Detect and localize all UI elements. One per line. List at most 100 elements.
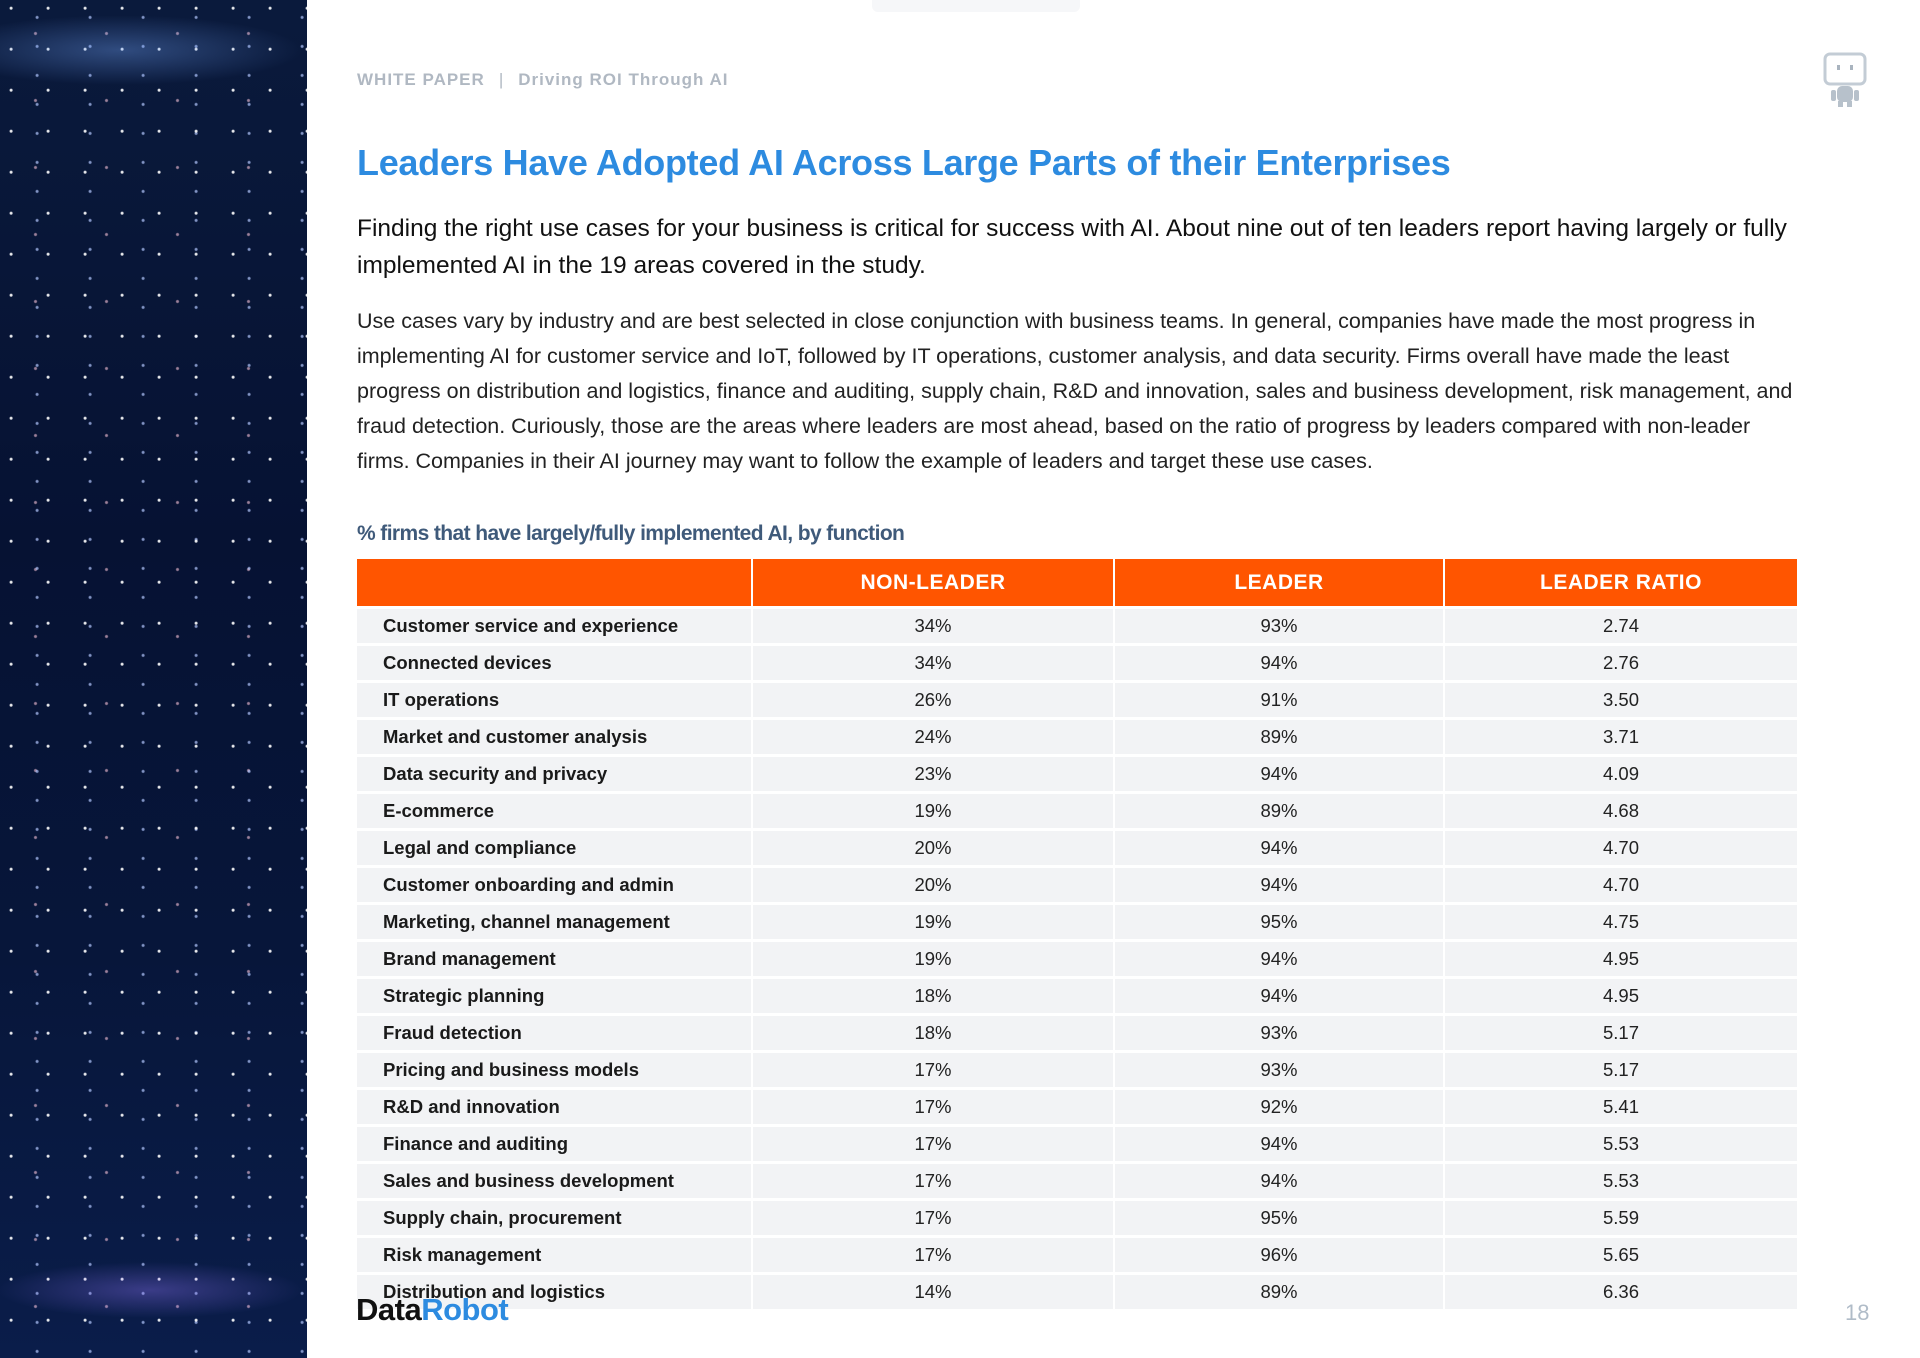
- function-cell: Market and customer analysis: [357, 717, 752, 756]
- table-row: Market and customer analysis 24% 89% 3.71: [357, 717, 1797, 756]
- leader-ratio-cell: 5.53: [1443, 1161, 1797, 1200]
- leader-ratio-cell: 3.50: [1443, 680, 1797, 719]
- non-leader-cell: 17%: [751, 1198, 1114, 1237]
- leader-cell: 92%: [1113, 1087, 1444, 1126]
- table-caption: % firms that have largely/fully implemen…: [357, 522, 905, 545]
- doc-type: WHITE PAPER: [357, 70, 485, 89]
- function-cell: R&D and innovation: [357, 1087, 752, 1126]
- function-cell: Customer service and experience: [357, 606, 752, 645]
- non-leader-cell: 18%: [751, 1013, 1114, 1052]
- table-row: Customer service and experience 34% 93% 2.7…: [357, 606, 1797, 645]
- leader-cell: 94%: [1113, 1161, 1444, 1200]
- lead-paragraph: Finding the right use cases for your bus…: [357, 215, 1787, 279]
- leader-cell: 93%: [1113, 606, 1444, 645]
- datarobot-logo: DataRobot: [356, 1292, 509, 1328]
- leader-cell: 94%: [1113, 976, 1444, 1015]
- leader-cell: 89%: [1113, 717, 1444, 756]
- table-row: Sales and business development 17% 94% 5.53: [357, 1161, 1797, 1200]
- leader-cell: 96%: [1113, 1235, 1444, 1274]
- non-leader-cell: 17%: [751, 1161, 1114, 1200]
- leader-cell: 95%: [1113, 1198, 1444, 1237]
- leader-cell: 94%: [1113, 828, 1444, 867]
- leader-cell: 93%: [1113, 1013, 1444, 1052]
- doc-title: Driving ROI Through AI: [518, 70, 729, 89]
- leader-ratio-cell: 2.74: [1443, 606, 1797, 645]
- table-row: Strategic planning 18% 94% 4.95: [357, 976, 1797, 1015]
- body-paragraph: Use cases vary by industry and are best …: [357, 309, 1793, 473]
- table-row: IT operations 26% 91% 3.50: [357, 680, 1797, 719]
- page-title: Leaders Have Adopted AI Across Large Par…: [357, 142, 1451, 183]
- non-leader-cell: 18%: [751, 976, 1114, 1015]
- leader-cell: 94%: [1113, 1124, 1444, 1163]
- function-cell: Brand management: [357, 939, 752, 978]
- leader-cell: 89%: [1113, 791, 1444, 830]
- leader-cell: 89%: [1113, 1272, 1444, 1309]
- non-leader-cell: 14%: [751, 1272, 1114, 1309]
- function-cell: IT operations: [357, 680, 752, 719]
- non-leader-cell: 20%: [751, 828, 1114, 867]
- leader-cell: 94%: [1113, 643, 1444, 682]
- column-header-leader-ratio: LEADER RATIO: [1443, 559, 1797, 608]
- table-row: Finance and auditing 17% 94% 5.53: [357, 1124, 1797, 1163]
- leader-ratio-cell: 5.17: [1443, 1013, 1797, 1052]
- non-leader-cell: 19%: [751, 939, 1114, 978]
- adoption-table: NON-LEADER LEADER LEADER RATIO Customer …: [357, 559, 1797, 1309]
- non-leader-cell: 19%: [751, 791, 1114, 830]
- leader-cell: 95%: [1113, 902, 1444, 941]
- leader-ratio-cell: 5.17: [1443, 1050, 1797, 1089]
- column-header-function: [357, 559, 752, 608]
- non-leader-cell: 26%: [751, 680, 1114, 719]
- function-cell: Customer onboarding and admin: [357, 865, 752, 904]
- leader-cell: 94%: [1113, 865, 1444, 904]
- function-cell: Sales and business development: [357, 1161, 752, 1200]
- non-leader-cell: 17%: [751, 1235, 1114, 1274]
- table-row: Distribution and logistics 14% 89% 6.36: [357, 1272, 1797, 1309]
- column-header-non-leader: NON-LEADER: [751, 559, 1114, 608]
- leader-ratio-cell: 5.65: [1443, 1235, 1797, 1274]
- table-row: Supply chain, procurement 17% 95% 5.59: [357, 1198, 1797, 1237]
- leader-cell: 94%: [1113, 939, 1444, 978]
- function-cell: Data security and privacy: [357, 754, 752, 793]
- table-row: Connected devices 34% 94% 2.76: [357, 643, 1797, 682]
- leader-ratio-cell: 4.09: [1443, 754, 1797, 793]
- logo-text-data: Data: [356, 1292, 422, 1327]
- function-cell: E-commerce: [357, 791, 752, 830]
- function-cell: Finance and auditing: [357, 1124, 752, 1163]
- function-cell: Connected devices: [357, 643, 752, 682]
- leader-ratio-cell: 3.71: [1443, 717, 1797, 756]
- function-cell: Risk management: [357, 1235, 752, 1274]
- leader-cell: 91%: [1113, 680, 1444, 719]
- non-leader-cell: 17%: [751, 1050, 1114, 1089]
- header-separator: |: [498, 70, 505, 89]
- leader-cell: 94%: [1113, 754, 1444, 793]
- decorative-starfield-panel: [0, 0, 307, 1358]
- non-leader-cell: 17%: [751, 1087, 1114, 1126]
- leader-ratio-cell: 5.41: [1443, 1087, 1797, 1126]
- non-leader-cell: 24%: [751, 717, 1114, 756]
- page-number: 18: [1845, 1300, 1870, 1325]
- table-row: Customer onboarding and admin 20% 94% 4.70: [357, 865, 1797, 904]
- column-header-leader: LEADER: [1113, 559, 1444, 608]
- function-cell: Supply chain, procurement: [357, 1198, 752, 1237]
- function-cell: Distribution and logistics: [357, 1272, 752, 1309]
- leader-cell: 93%: [1113, 1050, 1444, 1089]
- non-leader-cell: 19%: [751, 902, 1114, 941]
- table-row: E-commerce 19% 89% 4.68: [357, 791, 1797, 830]
- non-leader-cell: 20%: [751, 865, 1114, 904]
- table-row: Fraud detection 18% 93% 5.17: [357, 1013, 1797, 1052]
- table-row: R&D and innovation 17% 92% 5.41: [357, 1087, 1797, 1126]
- non-leader-cell: 17%: [751, 1124, 1114, 1163]
- leader-ratio-cell: 4.68: [1443, 791, 1797, 830]
- function-cell: Marketing, channel management: [357, 902, 752, 941]
- robot-icon: [1823, 52, 1867, 107]
- leader-ratio-cell: 5.53: [1443, 1124, 1797, 1163]
- table-row: Data security and privacy 23% 94% 4.09: [357, 754, 1797, 793]
- leader-ratio-cell: 2.76: [1443, 643, 1797, 682]
- non-leader-cell: 23%: [751, 754, 1114, 793]
- leader-ratio-cell: 4.70: [1443, 828, 1797, 867]
- function-cell: Fraud detection: [357, 1013, 752, 1052]
- logo-text-robot: Robot: [421, 1292, 509, 1327]
- top-tab: [872, 0, 1080, 12]
- leader-ratio-cell: 4.95: [1443, 976, 1797, 1015]
- non-leader-cell: 34%: [751, 643, 1114, 682]
